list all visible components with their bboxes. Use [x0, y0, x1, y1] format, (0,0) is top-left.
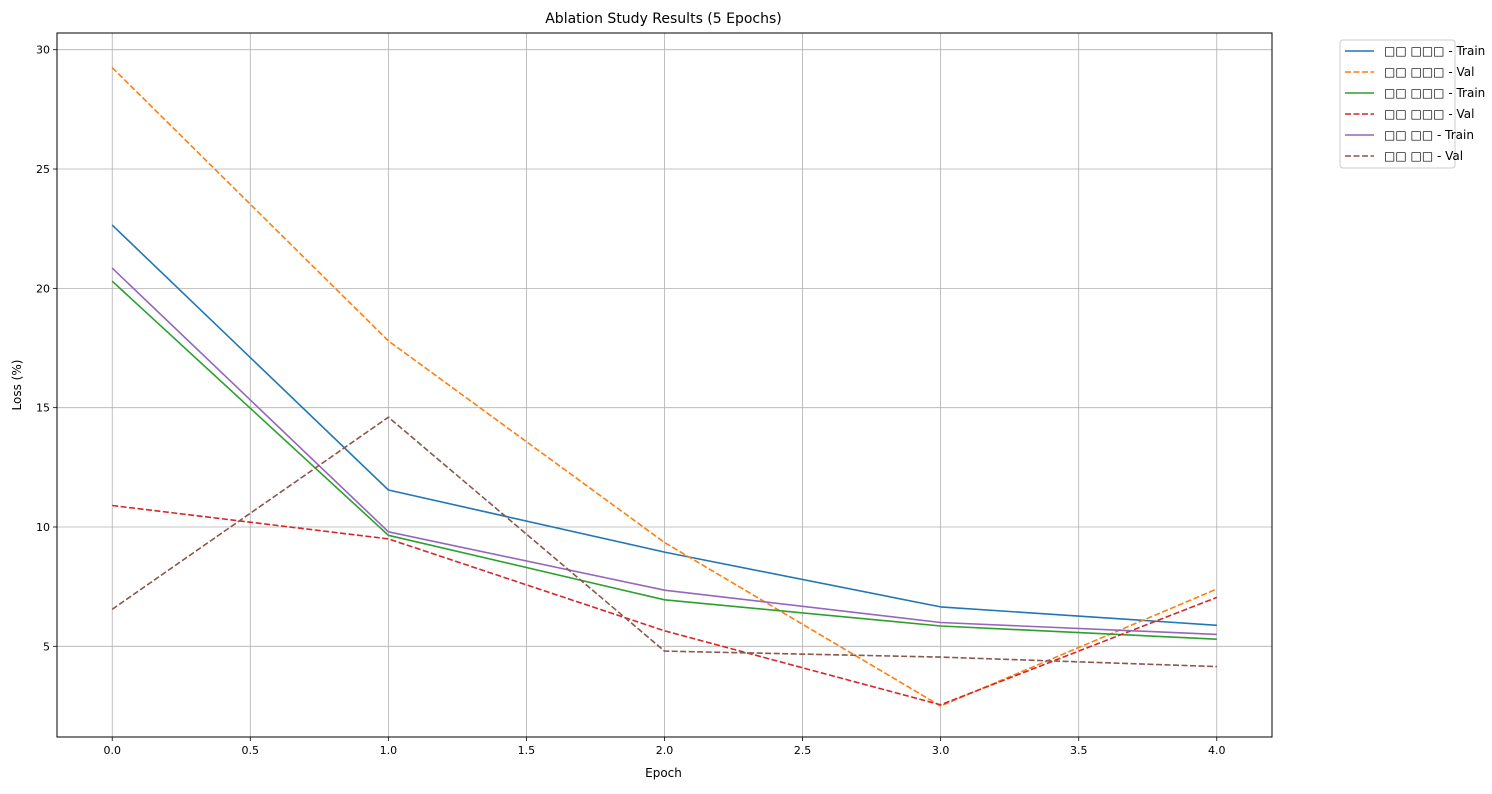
y-tick-label: 30 [36, 44, 50, 57]
legend-box [1339, 39, 1456, 169]
legend-label: □□ □□□ - Train [1384, 86, 1485, 100]
x-tick-label: 1.5 [518, 744, 536, 757]
series-line [111, 416, 1217, 668]
series-lines [111, 67, 1218, 707]
x-axis-label: Epoch [645, 766, 682, 780]
series-line [111, 67, 1218, 707]
x-tick-label: 2.5 [794, 744, 812, 757]
chart-title: Ablation Study Results (5 Epochs) [545, 11, 782, 27]
series-line [111, 224, 1217, 627]
x-tick-label: 2.0 [656, 744, 674, 757]
series-line [111, 267, 1217, 636]
y-tick-label: 5 [43, 640, 50, 653]
legend-label: □□ □□□ - Val [1384, 65, 1474, 79]
y-axis-ticks: 5 10 15 20 25 30 [36, 44, 57, 653]
legend-label: □□ □□ - Train [1384, 128, 1474, 142]
x-tick-label: 3.5 [1070, 744, 1088, 757]
legend: □□ □□□ - Train □□ □□□ - Val □□ □□□ - Train… [1339, 39, 1485, 169]
x-tick-label: 0.0 [103, 744, 121, 757]
x-tick-label: 1.0 [380, 744, 398, 757]
legend-label: □□ □□□ - Val [1384, 107, 1474, 121]
x-tick-label: 0.5 [242, 744, 260, 757]
y-tick-label: 25 [36, 163, 50, 176]
legend-label: □□ □□□ - Train [1384, 44, 1485, 58]
x-tick-label: 4.0 [1208, 744, 1226, 757]
legend-label: □□ □□ - Val [1384, 149, 1463, 163]
grid [57, 33, 1272, 737]
y-tick-label: 15 [36, 402, 50, 415]
series-line [111, 280, 1217, 640]
y-tick-label: 10 [36, 521, 50, 534]
y-axis-label: Loss (%) [10, 360, 24, 411]
x-tick-label: 3.0 [932, 744, 950, 757]
x-axis-ticks: 0.0 0.5 1.0 1.5 2.0 2.5 3.0 3.5 4.0 [103, 737, 1226, 757]
series-line [112, 504, 1218, 706]
y-tick-label: 20 [36, 282, 50, 295]
